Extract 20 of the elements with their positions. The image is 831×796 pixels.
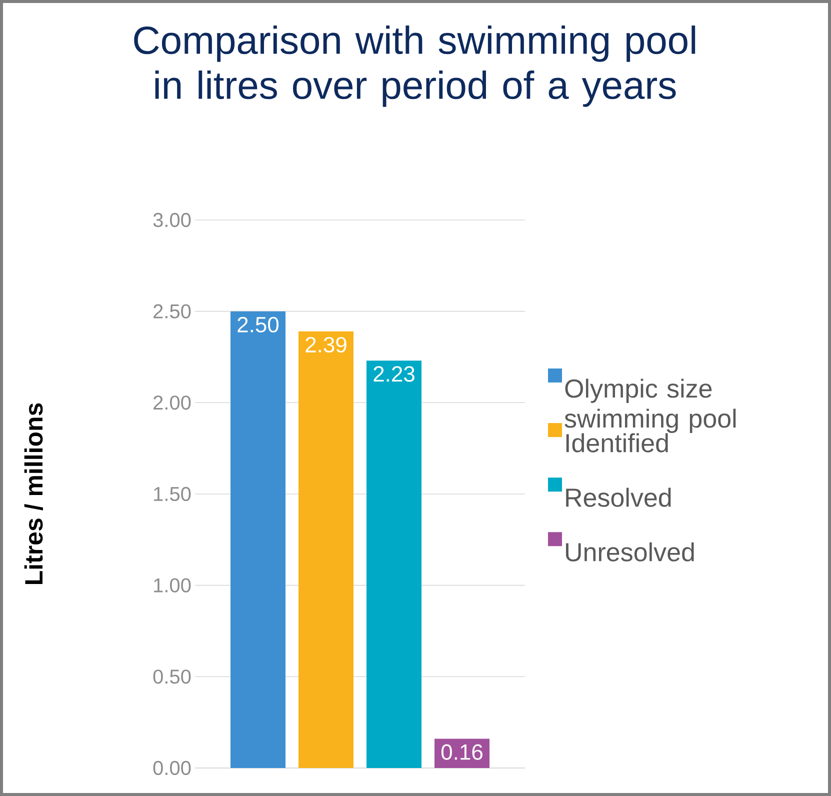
bar <box>230 311 286 768</box>
y-axis-title: Litres / millions <box>24 403 43 584</box>
data-label: 2.39 <box>306 336 346 353</box>
data-label: 0.16 <box>441 744 482 760</box>
y-tick-label: 0.00 <box>153 760 191 776</box>
legend-label: Unresolved <box>566 542 694 562</box>
chart-title: Comparison with swimming pool in litres over period of a years <box>134 26 696 107</box>
legend-label: Identified <box>566 433 668 452</box>
y-tick-label: 1.50 <box>154 486 191 502</box>
y-tick-label: 2.00 <box>154 396 191 410</box>
bar <box>298 331 354 768</box>
bar <box>366 360 422 768</box>
legend-label: Resolved <box>566 488 671 507</box>
legend-label: Olympic size swimming pool <box>564 378 736 433</box>
y-tick-label: 0.50 <box>153 670 191 684</box>
y-tick-label: 3.00 <box>153 212 191 228</box>
data-label: 2.50 <box>238 316 279 332</box>
y-tick-label: 1.00 <box>154 578 191 592</box>
y-tick-label: 2.50 <box>154 304 191 318</box>
data-label: 2.23 <box>374 366 414 382</box>
